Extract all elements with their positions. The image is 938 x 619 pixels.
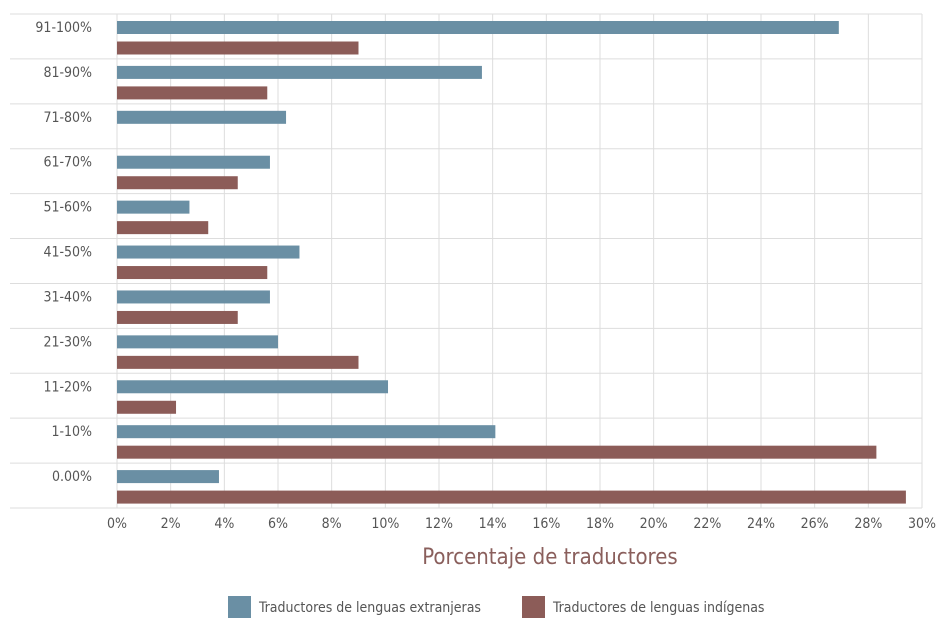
bar bbox=[117, 266, 268, 280]
bar bbox=[117, 355, 359, 369]
legend-swatch bbox=[228, 596, 251, 618]
bar bbox=[117, 245, 300, 259]
y-tick-label: 0.00% bbox=[52, 469, 92, 485]
y-tick-label: 61-70% bbox=[43, 155, 92, 171]
bar bbox=[117, 425, 496, 439]
x-tick-label: 24% bbox=[747, 516, 775, 532]
bar bbox=[117, 400, 177, 414]
bar bbox=[117, 86, 268, 100]
y-tick-label: 71-80% bbox=[43, 110, 92, 126]
x-tick-label: 0% bbox=[107, 516, 127, 532]
y-tick-label: 91-100% bbox=[35, 20, 92, 36]
y-tick-label: 41-50% bbox=[43, 245, 92, 261]
x-tick-label: 4% bbox=[214, 516, 234, 532]
y-tick-label: 51-60% bbox=[43, 200, 92, 216]
x-tick-label: 8% bbox=[322, 516, 342, 532]
bar bbox=[117, 380, 389, 394]
bar bbox=[117, 110, 287, 124]
legend-label: Traductores de lenguas extranjeras bbox=[258, 600, 481, 616]
bar bbox=[117, 445, 877, 459]
x-tick-label: 2% bbox=[161, 516, 181, 532]
bar bbox=[117, 176, 238, 190]
legend-swatch bbox=[522, 596, 545, 618]
x-tick-label: 14% bbox=[479, 516, 507, 532]
bar bbox=[117, 490, 906, 504]
x-tick-label: 10% bbox=[371, 516, 399, 532]
y-tick-label: 81-90% bbox=[43, 65, 92, 81]
bar bbox=[117, 335, 278, 349]
bar bbox=[117, 21, 839, 34]
x-tick-label: 6% bbox=[268, 516, 288, 532]
bar bbox=[117, 200, 190, 214]
y-tick-label: 31-40% bbox=[43, 289, 92, 305]
y-tick-label: 21-30% bbox=[43, 334, 92, 350]
x-tick-label: 26% bbox=[801, 516, 829, 532]
x-tick-label: 16% bbox=[532, 516, 560, 532]
y-tick-label: 11-20% bbox=[43, 379, 92, 395]
bar bbox=[117, 41, 359, 55]
y-tick-label: 1-10% bbox=[51, 424, 92, 440]
x-tick-label: 18% bbox=[586, 516, 614, 532]
x-axis-label: Porcentaje de traductores bbox=[422, 545, 677, 570]
x-tick-label: 22% bbox=[693, 516, 721, 532]
bar bbox=[117, 221, 209, 235]
x-tick-label: 20% bbox=[640, 516, 668, 532]
bar bbox=[117, 290, 270, 304]
bar bbox=[117, 310, 238, 324]
bar bbox=[117, 470, 219, 484]
bar bbox=[117, 65, 482, 79]
legend-label: Traductores de lenguas indígenas bbox=[552, 600, 765, 616]
bar bbox=[117, 155, 270, 169]
x-tick-label: 28% bbox=[854, 516, 882, 532]
x-tick-label: 12% bbox=[425, 516, 453, 532]
x-tick-label: 30% bbox=[908, 516, 936, 532]
